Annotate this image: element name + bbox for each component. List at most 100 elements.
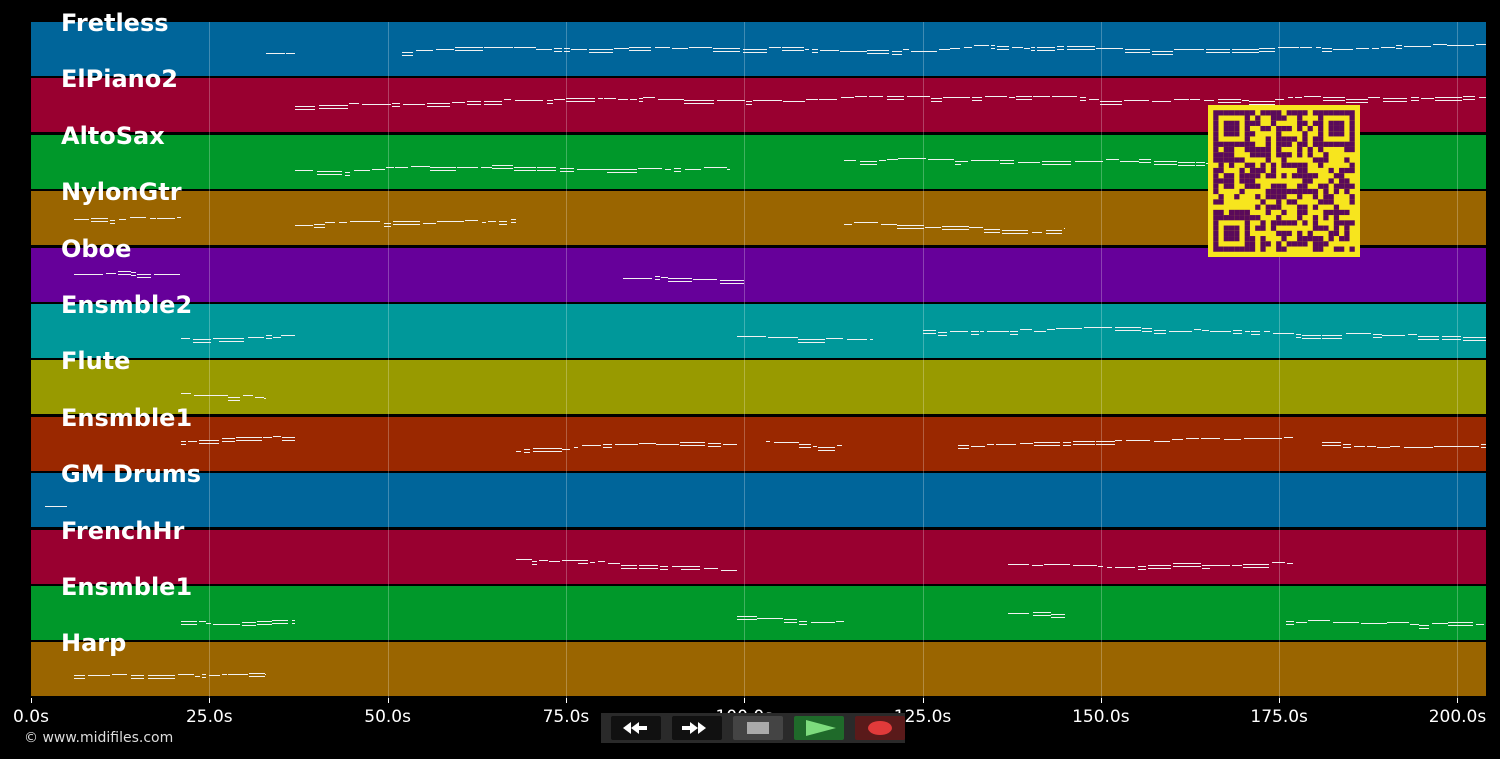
midi-note bbox=[629, 47, 652, 49]
midi-note bbox=[746, 100, 752, 102]
midi-note bbox=[1009, 97, 1015, 99]
track-lane[interactable]: Ensmble2 bbox=[31, 291, 1486, 358]
midi-note bbox=[202, 674, 207, 676]
stop-button[interactable] bbox=[733, 716, 783, 740]
midi-note bbox=[554, 48, 563, 50]
midi-note bbox=[839, 51, 867, 53]
midi-note bbox=[622, 277, 652, 279]
midi-note bbox=[437, 221, 465, 223]
midi-note bbox=[423, 222, 437, 224]
midi-note bbox=[1367, 97, 1381, 99]
midi-note bbox=[1201, 567, 1210, 569]
midi-note bbox=[674, 170, 682, 172]
midi-note bbox=[314, 227, 325, 229]
midi-note bbox=[846, 338, 868, 340]
midi-note bbox=[639, 443, 656, 445]
midi-note bbox=[560, 171, 575, 173]
midi-note bbox=[1345, 333, 1371, 335]
midi-note bbox=[870, 339, 873, 341]
midi-note bbox=[603, 98, 616, 100]
track-lane[interactable]: Harp bbox=[31, 629, 1486, 697]
midi-note bbox=[1147, 568, 1171, 569]
midi-note bbox=[1248, 100, 1276, 102]
midi-note bbox=[1002, 230, 1029, 232]
midi-note bbox=[1321, 50, 1332, 52]
piano-roll[interactable]: Fretless ElPiano2 AltoSax NylonGtr Oboe Ensmb… bbox=[31, 9, 1486, 698]
midi-note bbox=[1115, 330, 1142, 332]
midi-note bbox=[1476, 624, 1484, 626]
midi-note bbox=[799, 620, 808, 622]
track-lane[interactable]: GM Drums bbox=[31, 460, 1486, 528]
transport-controls bbox=[601, 713, 905, 743]
midi-note bbox=[1177, 164, 1195, 166]
midi-note bbox=[910, 50, 937, 52]
track-lane[interactable]: Ensmble1 bbox=[31, 573, 1486, 640]
axis-tick-label: 175.0s bbox=[1250, 707, 1308, 727]
midi-note bbox=[1037, 46, 1056, 48]
midi-note bbox=[819, 50, 840, 52]
midi-note bbox=[1045, 229, 1062, 231]
midi-note bbox=[620, 567, 638, 569]
midi-note bbox=[798, 447, 812, 449]
midi-note bbox=[668, 280, 692, 282]
midi-note bbox=[1232, 332, 1242, 334]
midi-note bbox=[1045, 232, 1062, 234]
midi-note bbox=[1308, 620, 1331, 622]
midi-note bbox=[1433, 445, 1454, 447]
track-lane[interactable]: Flute bbox=[31, 347, 1486, 415]
midi-note bbox=[713, 50, 740, 52]
track-label: GM Drums bbox=[61, 460, 202, 489]
midi-note bbox=[578, 560, 589, 562]
midi-note bbox=[247, 336, 264, 338]
midi-note bbox=[560, 168, 575, 170]
midi-note bbox=[825, 337, 844, 339]
midi-note bbox=[219, 341, 245, 343]
midi-note bbox=[1223, 439, 1241, 441]
track-lane[interactable]: FrenchHr bbox=[31, 517, 1486, 584]
midi-note bbox=[607, 562, 621, 564]
midi-note bbox=[1142, 327, 1152, 329]
midi-note bbox=[1250, 333, 1260, 335]
midi-note bbox=[1231, 51, 1259, 53]
midi-note bbox=[1248, 103, 1276, 105]
midi-note bbox=[1462, 99, 1475, 101]
midi-note bbox=[1074, 161, 1103, 163]
midi-note bbox=[227, 674, 248, 676]
midi-note bbox=[1153, 163, 1178, 165]
midi-note bbox=[538, 560, 549, 562]
track-lane[interactable]: Ensmble1 bbox=[31, 404, 1486, 471]
midi-note bbox=[1052, 96, 1077, 98]
midi-note bbox=[532, 447, 562, 449]
midi-note bbox=[285, 52, 295, 54]
midi-note bbox=[546, 99, 553, 101]
track-label: Fretless bbox=[61, 9, 169, 37]
midi-note bbox=[338, 222, 348, 224]
midi-note bbox=[886, 96, 905, 98]
midi-note bbox=[192, 338, 212, 340]
midi-note bbox=[782, 49, 805, 51]
midi-note bbox=[228, 399, 241, 401]
midi-note bbox=[1154, 440, 1171, 442]
midi-note bbox=[554, 98, 565, 100]
midi-note bbox=[974, 45, 989, 47]
midi-note bbox=[797, 338, 826, 340]
record-button[interactable] bbox=[855, 716, 905, 740]
midi-note bbox=[198, 439, 220, 441]
midi-note bbox=[531, 564, 537, 566]
midi-note bbox=[984, 96, 1008, 98]
play-button[interactable] bbox=[794, 716, 844, 740]
fast-forward-button[interactable] bbox=[672, 716, 722, 740]
midi-note bbox=[938, 49, 951, 51]
midi-note bbox=[866, 49, 890, 51]
track-label: FrenchHr bbox=[61, 516, 185, 545]
midi-note bbox=[392, 106, 401, 108]
midi-note bbox=[1355, 47, 1369, 49]
midi-note bbox=[1263, 330, 1271, 332]
midi-note bbox=[1286, 623, 1294, 625]
midi-note bbox=[1079, 100, 1086, 102]
midi-note bbox=[429, 169, 456, 171]
rewind-button[interactable] bbox=[611, 716, 661, 740]
gridline bbox=[1279, 22, 1281, 698]
midi-note bbox=[264, 398, 267, 400]
midi-note bbox=[1361, 622, 1387, 624]
